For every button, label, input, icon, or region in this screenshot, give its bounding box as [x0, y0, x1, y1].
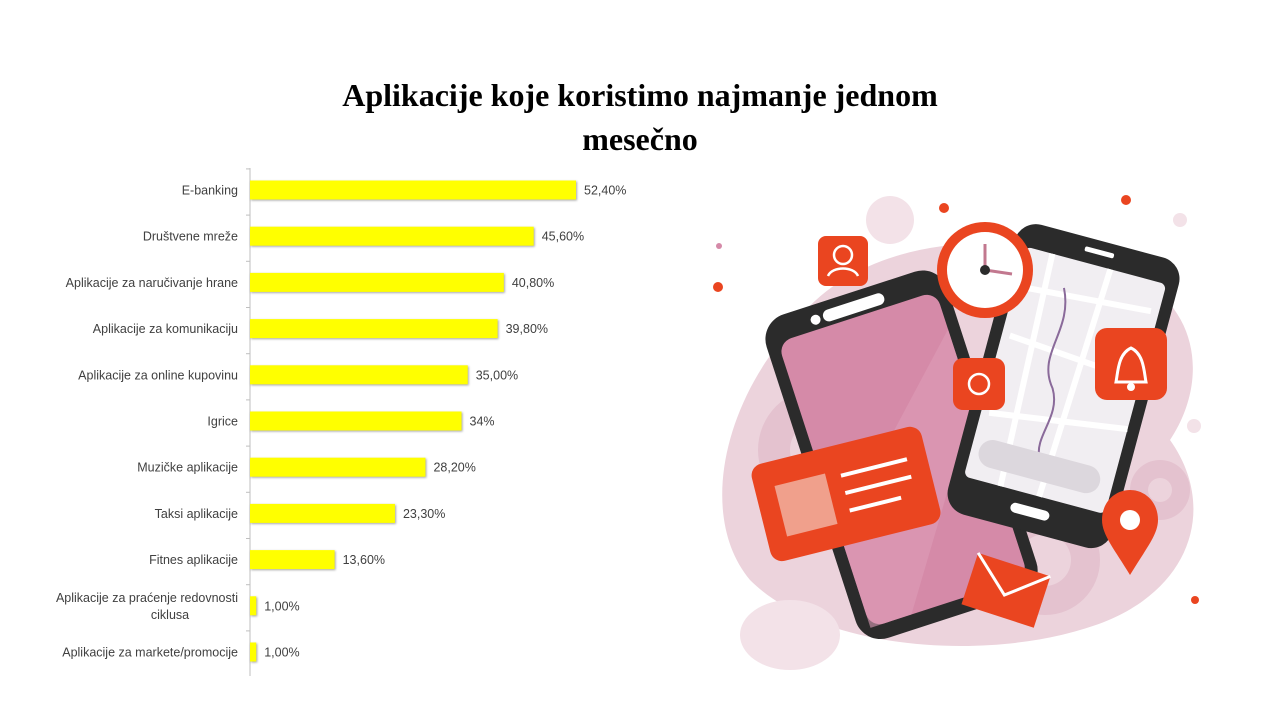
data-label: 23,30%: [403, 507, 445, 521]
category-label: Društvene mreže: [143, 230, 238, 244]
bar: [250, 550, 335, 570]
bar-chart: E-banking Društvene mreže Aplikacije za na…: [56, 168, 626, 676]
decor-dot: [1191, 596, 1199, 604]
decor-dot: [716, 243, 722, 249]
user-icon: [818, 236, 868, 286]
data-label: 40,80%: [512, 276, 554, 290]
bell-icon: [1095, 328, 1167, 400]
category-label: Aplikacije za naručivanje hrane: [66, 276, 238, 290]
bar: [250, 503, 395, 523]
decor-dot: [1121, 195, 1131, 205]
data-label: 13,60%: [343, 553, 385, 567]
data-label: 1,00%: [264, 646, 299, 660]
category-label: Aplikacije za praćenje redovnosti: [56, 591, 238, 605]
chart-title-line-2: mesečno: [582, 121, 698, 158]
decor-dot: [1187, 419, 1201, 433]
category-label: Muzičke aplikacije: [137, 461, 238, 475]
data-label: 52,40%: [584, 184, 626, 198]
bar: [250, 226, 534, 246]
bar: [250, 642, 257, 662]
category-label: Taksi aplikacije: [155, 507, 238, 521]
record-icon: [953, 358, 1005, 410]
category-label: ciklusa: [151, 608, 189, 622]
bar: [250, 272, 504, 292]
decor-dot: [939, 203, 949, 213]
bar: [250, 596, 257, 616]
envelope-icon: [961, 552, 1051, 628]
category-label: Aplikacije za markete/promocije: [62, 646, 238, 660]
background-blob-small: [740, 600, 840, 670]
category-label: Aplikacije za online kupovinu: [78, 368, 238, 382]
data-label: 39,80%: [506, 322, 548, 336]
bar: [250, 365, 468, 385]
category-label: E-banking: [182, 184, 238, 198]
data-label: 28,20%: [433, 461, 475, 475]
location-pin-icon: [1102, 490, 1158, 575]
decor-dot: [713, 282, 723, 292]
data-label: 35,00%: [476, 368, 518, 382]
bar: [250, 180, 576, 200]
data-label: 45,60%: [542, 230, 584, 244]
chart-title: Aplikacije koje koristimo najmanje jedno…: [0, 73, 1280, 161]
decor-circle: [866, 196, 914, 244]
category-label: Fitnes aplikacije: [149, 553, 238, 567]
id-card-icon: [751, 426, 941, 562]
bar: [250, 319, 498, 339]
mobile-apps-illustration: [713, 195, 1201, 670]
category-label: Igrice: [207, 415, 238, 429]
category-label: Aplikacije za komunikaciju: [93, 322, 238, 336]
data-label: 34%: [470, 415, 495, 429]
chart-title-line-1: Aplikacije koje koristimo najmanje jedno…: [342, 77, 938, 114]
clock-icon: [937, 222, 1033, 318]
data-label: 1,00%: [264, 599, 299, 613]
bar: [250, 457, 426, 477]
decor-dot: [1173, 213, 1187, 227]
bar: [250, 411, 462, 431]
